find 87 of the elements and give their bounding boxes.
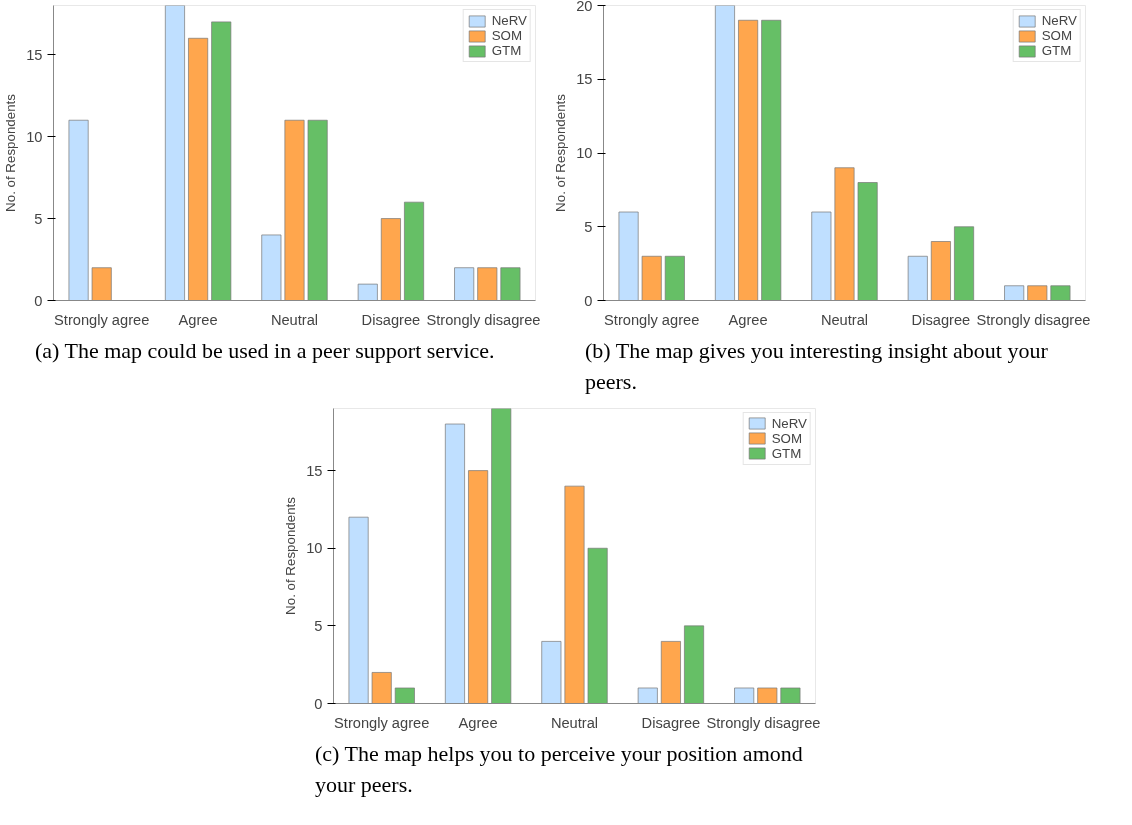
bar [811, 211, 832, 301]
bar [564, 485, 585, 704]
x-tick-label: Strongly disagree [976, 311, 1091, 328]
y-tick-label: 5 [34, 210, 43, 227]
bar [394, 687, 415, 704]
y-tick-label: 0 [584, 292, 593, 309]
bar [164, 5, 185, 301]
legend-label: GTM [771, 445, 802, 461]
bar [660, 640, 681, 704]
text: (c) The map helps you to perceive your position amond your peers. [315, 739, 804, 800]
y-axis-title: No. of Respondents [553, 93, 569, 212]
bar [1004, 285, 1025, 301]
bar [780, 687, 801, 704]
legend-label: NeRV [771, 415, 807, 431]
bar [954, 226, 975, 301]
bar [684, 625, 705, 704]
x-tick-label: Disagree [641, 714, 701, 731]
bar [371, 671, 392, 704]
legend-label: SOM [771, 430, 803, 446]
legend-label: NeRV [491, 13, 527, 28]
bar [468, 470, 489, 704]
text: (b) The map gives you interesting insight about your peers. [585, 337, 1049, 397]
bar [834, 167, 855, 301]
bar [454, 267, 475, 301]
bar [930, 241, 951, 301]
bar [500, 267, 521, 301]
y-tick-label: 5 [584, 218, 593, 235]
bar [211, 21, 232, 301]
text: (a) The map could be used in a peer support service. [35, 337, 495, 365]
y-tick-label: 15 [306, 462, 323, 479]
bar [284, 119, 305, 301]
bar [618, 211, 639, 301]
x-tick-label: Strongly disagree [426, 311, 541, 328]
x-tick-label: Strongly disagree [706, 714, 821, 731]
x-tick-label: Strongly agree [54, 311, 150, 328]
legend-label: SOM [491, 28, 523, 43]
y-tick-label: 15 [576, 71, 593, 88]
x-tick-label: Strongly agree [604, 311, 700, 328]
bar [91, 267, 112, 301]
x-tick-label: Neutral [270, 311, 319, 328]
legend-label: GTM [491, 43, 522, 58]
legend-label: GTM [1041, 43, 1072, 58]
bar [738, 19, 759, 301]
bar [348, 516, 369, 704]
bar [261, 234, 282, 301]
bar [307, 119, 328, 301]
y-tick-label: 15 [26, 46, 43, 63]
bar [444, 423, 465, 704]
bar [541, 640, 562, 704]
y-axis-title: No. of Respondents [3, 93, 19, 212]
x-tick-label: Disagree [911, 311, 971, 328]
bar [1027, 285, 1048, 301]
y-tick-label: 20 [576, 0, 593, 14]
bar [491, 408, 512, 704]
x-tick-label: Neutral [550, 714, 599, 731]
bar [637, 687, 658, 704]
bar [357, 283, 378, 301]
bar [734, 687, 755, 704]
bar [757, 687, 778, 704]
bar [477, 267, 498, 301]
x-tick-label: Agree [178, 311, 218, 328]
legend-label: NeRV [1041, 13, 1077, 28]
bar [188, 37, 209, 301]
bar [857, 182, 878, 301]
x-tick-label: Neutral [820, 311, 869, 328]
bar [714, 5, 735, 301]
bar [1050, 285, 1071, 301]
bar [664, 255, 685, 301]
x-tick-label: Agree [728, 311, 768, 328]
x-tick-label: Disagree [361, 311, 421, 328]
bar [380, 218, 401, 301]
y-axis-title: No. of Respondents [283, 496, 299, 615]
x-tick-label: Strongly agree [334, 714, 430, 731]
bar [404, 201, 425, 301]
y-tick-label: 10 [26, 128, 43, 145]
legend-label: SOM [1041, 28, 1073, 43]
x-tick-label: Agree [458, 714, 498, 731]
bar [641, 255, 662, 301]
y-tick-label: 10 [306, 540, 323, 557]
bar [587, 547, 608, 704]
y-tick-label: 5 [314, 617, 323, 634]
y-tick-label: 10 [576, 145, 593, 161]
bar [68, 119, 89, 301]
bar [907, 255, 928, 301]
bar [761, 19, 782, 301]
y-tick-label: 0 [34, 292, 43, 309]
y-tick-label: 0 [314, 695, 323, 712]
